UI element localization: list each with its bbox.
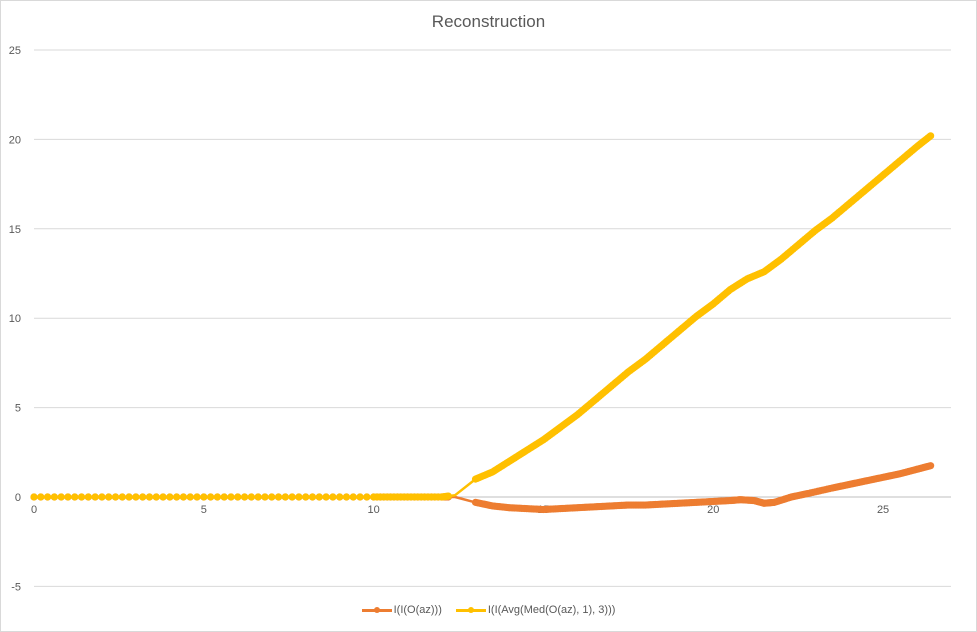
series-point-1 xyxy=(118,493,126,501)
series-point-1 xyxy=(179,493,188,501)
series-point-1 xyxy=(84,493,92,501)
legend: I(I(O(az))) I(I(Avg(Med(O(az), 1), 3))) xyxy=(1,604,976,616)
series-point-1 xyxy=(227,493,235,501)
series-point-1 xyxy=(77,493,86,501)
series-point-1 xyxy=(927,132,935,140)
x-tick-label: 25 xyxy=(877,504,889,516)
x-tick-label: 5 xyxy=(201,504,207,516)
legend-item: I(I(Avg(Med(O(az), 1), 3))) xyxy=(455,604,616,616)
legend-swatch xyxy=(361,605,392,615)
y-tick-label: 10 xyxy=(9,313,21,325)
series-point-1 xyxy=(240,493,249,501)
series-point-1 xyxy=(166,493,174,501)
series-point-1 xyxy=(186,493,194,501)
chart-title: Reconstruction xyxy=(431,12,546,31)
series-point-1 xyxy=(356,493,364,501)
series-point-1 xyxy=(281,493,289,501)
y-tick-label: 0 xyxy=(15,492,21,504)
series-point-1 xyxy=(254,493,262,501)
series-point-1 xyxy=(43,493,52,501)
series-point-1 xyxy=(329,493,337,501)
series-point-1 xyxy=(322,493,330,501)
series-point-1 xyxy=(213,493,221,501)
series-point-1 xyxy=(261,493,269,501)
legend-label: I(I(Avg(Med(O(az), 1), 3))) xyxy=(487,604,616,616)
series-point-1 xyxy=(57,493,65,501)
series-point-1 xyxy=(132,493,140,501)
series-point-1 xyxy=(139,493,147,501)
series-point-1 xyxy=(98,493,106,501)
y-tick-label: 20 xyxy=(9,134,21,146)
series-line-1 xyxy=(32,134,932,499)
series-point-1 xyxy=(91,493,99,501)
series-point-1 xyxy=(315,493,323,501)
series-point-1 xyxy=(37,493,45,501)
series-point-0 xyxy=(927,462,935,470)
series-point-1 xyxy=(159,493,167,501)
series-point-1 xyxy=(152,493,160,501)
series-point-1 xyxy=(336,493,344,501)
legend-label: I(I(O(az))) xyxy=(393,604,442,616)
x-tick-label: 10 xyxy=(368,504,380,516)
x-tick-label: 20 xyxy=(707,504,719,516)
series-point-1 xyxy=(220,493,228,501)
series-point-1 xyxy=(295,493,303,501)
series-point-1 xyxy=(111,493,120,501)
series-point-1 xyxy=(268,493,276,501)
series-point-1 xyxy=(302,493,310,501)
series-point-1 xyxy=(125,493,133,501)
legend-item: I(I(O(az))) xyxy=(361,604,442,616)
series-point-1 xyxy=(71,493,79,501)
series-point-1 xyxy=(234,493,242,501)
series-point-1 xyxy=(342,493,351,501)
y-tick-label: 15 xyxy=(9,224,21,236)
series-point-1 xyxy=(363,493,371,501)
y-tick-label: -5 xyxy=(11,581,21,593)
series-point-1 xyxy=(207,493,215,501)
y-tick-label: 5 xyxy=(15,403,21,415)
series-point-1 xyxy=(30,493,38,501)
series-point-1 xyxy=(349,493,357,501)
series-point-1 xyxy=(444,492,452,500)
x-tick-label: 0 xyxy=(31,504,37,516)
series-point-1 xyxy=(64,493,72,501)
series-point-1 xyxy=(274,493,283,501)
series-point-1 xyxy=(200,493,208,501)
series-point-1 xyxy=(105,493,113,501)
series-point-1 xyxy=(145,493,154,501)
series-point-1 xyxy=(193,493,201,501)
series-point-1 xyxy=(50,493,58,501)
series-point-1 xyxy=(173,493,181,501)
series-point-1 xyxy=(288,493,296,501)
y-tick-label: 25 xyxy=(9,45,21,57)
series-point-1 xyxy=(308,493,317,501)
legend-swatch xyxy=(455,605,486,615)
series-point-1 xyxy=(247,493,255,501)
